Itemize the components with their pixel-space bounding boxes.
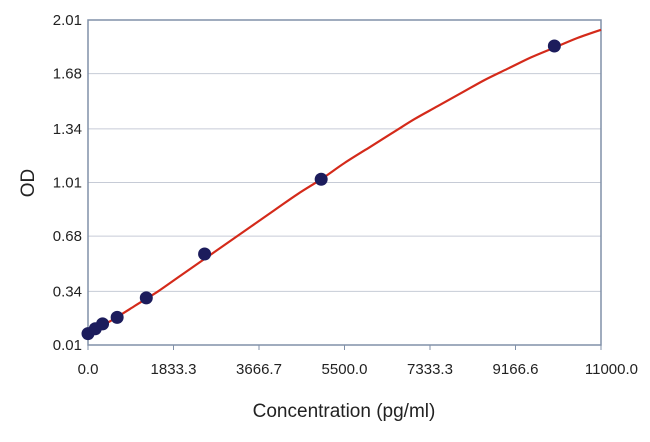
data-point: [96, 317, 110, 331]
data-point: [139, 291, 153, 305]
x-axis-ticks: 0.0 1833.3 3666.7 5500.0 7333.3 9166.6 11000.0: [78, 345, 638, 378]
x-tick-label: 3666.7: [236, 361, 282, 378]
x-tick-label: 0.0: [78, 361, 99, 378]
x-tick-label: 7333.3: [407, 361, 453, 378]
y-tick-label: 0.34: [53, 283, 82, 300]
y-tick-label: 2.01: [53, 12, 82, 29]
x-tick-label: 9166.6: [493, 361, 539, 378]
y-axis-title: OD: [18, 169, 39, 198]
y-tick-label: 1.68: [53, 66, 82, 83]
grid-lines: [88, 19, 601, 346]
x-tick-label: 1833.3: [151, 361, 197, 378]
data-point: [547, 39, 561, 53]
y-axis-ticks: 0.01 0.34 0.68 1.01 1.34 1.68 2.01: [53, 12, 82, 354]
x-tick-label: 5500.0: [322, 361, 368, 378]
data-point: [198, 247, 212, 261]
y-tick-label: 0.01: [53, 337, 82, 354]
y-tick-label: 1.34: [53, 121, 82, 138]
data-points: [81, 39, 561, 341]
data-point: [314, 172, 328, 186]
y-tick-label: 1.01: [53, 175, 82, 192]
fit-curve: [87, 28, 602, 335]
x-tick-label: 11000.0: [585, 361, 638, 378]
y-tick-label: 0.68: [53, 228, 82, 245]
data-point: [110, 310, 124, 324]
x-axis-title: Concentration (pg/ml): [253, 401, 436, 422]
